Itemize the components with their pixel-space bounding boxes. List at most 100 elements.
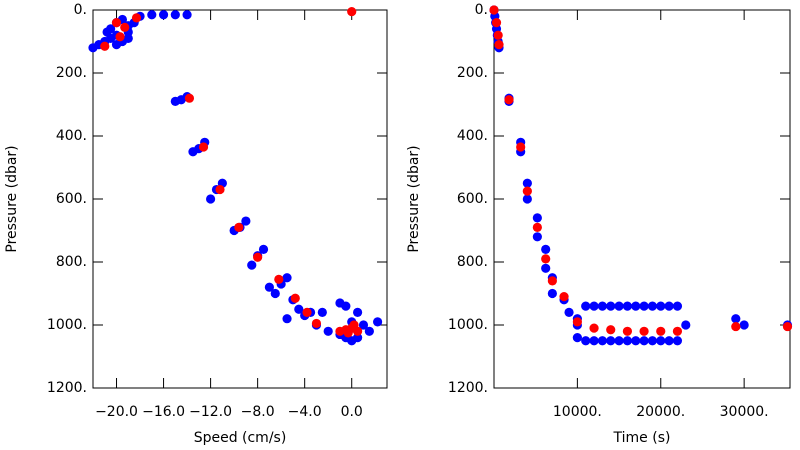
data-point (614, 336, 624, 346)
data-point (274, 274, 284, 284)
data-point (258, 244, 269, 254)
data-point (672, 326, 683, 336)
data-point (115, 32, 125, 42)
data-point (581, 301, 591, 311)
data-point (731, 321, 741, 332)
data-point (282, 314, 292, 324)
data-point (504, 95, 514, 105)
data-point (564, 307, 574, 317)
x-tick-label: −12.0 (189, 404, 232, 420)
y-axis-label: Pressure (dbar) (4, 145, 20, 252)
data-point (372, 317, 383, 327)
data-point (547, 276, 557, 286)
data-point (522, 178, 532, 188)
data-point (215, 184, 225, 195)
data-point (364, 326, 374, 336)
data-point (102, 27, 112, 37)
data-point (264, 282, 274, 292)
y-tick-label: 0. (74, 2, 87, 18)
data-point (639, 336, 649, 346)
data-point (606, 301, 616, 311)
data-point (631, 336, 641, 346)
data-point (347, 6, 357, 17)
data-point (491, 18, 502, 28)
data-point (672, 301, 683, 311)
data-point (541, 244, 551, 254)
data-point (516, 142, 526, 152)
data-point (335, 298, 345, 308)
x-tick-label: 20000. (636, 404, 685, 420)
x-tick-label: −8.0 (241, 404, 275, 420)
data-point (123, 33, 133, 43)
data-point (647, 301, 658, 311)
data-point (241, 216, 251, 226)
data-point (581, 336, 591, 346)
data-point (198, 142, 209, 152)
y-tick-label: 400. (56, 128, 87, 144)
data-point (131, 13, 142, 23)
data-point (111, 40, 122, 50)
data-point (247, 260, 257, 270)
data-point (606, 336, 616, 346)
x-tick-label: −20.0 (95, 404, 138, 420)
x-tick-label: 0.0 (341, 404, 363, 420)
data-point (614, 301, 624, 311)
data-point (622, 336, 633, 346)
data-point (100, 41, 110, 51)
x-tick-label: 30000. (720, 404, 769, 420)
x-tick-label: −4.0 (288, 404, 322, 420)
data-point (656, 301, 666, 311)
data-point (206, 194, 216, 204)
y-tick-label: 0. (475, 2, 488, 18)
data-point (294, 304, 304, 314)
data-point (493, 30, 503, 40)
data-point (572, 333, 582, 343)
data-point (532, 222, 542, 232)
data-point (647, 336, 658, 346)
data-point (147, 10, 157, 20)
data-point (120, 22, 130, 32)
data-point (597, 301, 607, 311)
data-point (311, 318, 322, 329)
data-point (672, 336, 683, 346)
data-point (541, 254, 551, 264)
data-point (639, 326, 649, 336)
data-point (302, 307, 312, 317)
data-point (489, 5, 499, 15)
data-point (494, 40, 504, 50)
data-point (253, 252, 263, 262)
data-point (572, 317, 582, 327)
data-point (782, 321, 793, 332)
data-point (323, 326, 333, 336)
x-axis-label: Time (s) (613, 430, 671, 446)
y-axis-label: Pressure (dbar) (406, 145, 422, 252)
data-point (559, 292, 569, 302)
data-point (349, 320, 359, 330)
data-point (639, 301, 649, 311)
data-point (739, 320, 749, 330)
data-point (631, 301, 641, 311)
data-point (681, 320, 691, 330)
y-tick-label: 800. (56, 254, 87, 270)
data-point (664, 336, 674, 346)
data-point (541, 263, 551, 273)
data-point (343, 328, 353, 338)
y-tick-label: 800. (457, 254, 488, 270)
data-point (656, 336, 666, 346)
y-tick-label: 1000. (448, 317, 488, 333)
data-point (158, 10, 169, 20)
data-point (547, 288, 557, 299)
data-point (317, 307, 327, 317)
data-point (234, 222, 244, 232)
data-point (353, 307, 363, 317)
y-tick-label: 200. (56, 65, 87, 81)
data-point (589, 301, 599, 311)
x-tick-label: −16.0 (142, 404, 185, 420)
data-point (532, 232, 542, 242)
y-tick-label: 400. (457, 128, 488, 144)
data-point (270, 288, 280, 299)
data-point (731, 314, 741, 324)
data-point (597, 336, 607, 346)
y-tick-label: 200. (457, 65, 488, 81)
